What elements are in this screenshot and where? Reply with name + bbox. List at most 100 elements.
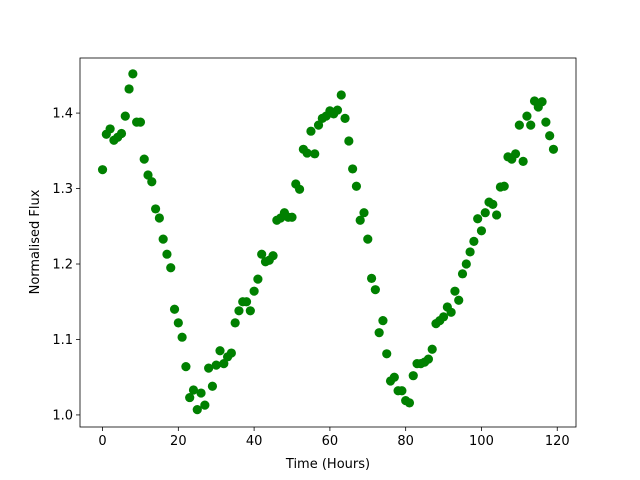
- point: [310, 149, 320, 159]
- point: [241, 297, 252, 307]
- point: [476, 226, 487, 236]
- point: [522, 111, 532, 121]
- y-axis-label: Normalised Flux: [28, 189, 43, 294]
- point: [469, 236, 479, 246]
- point: [332, 105, 343, 115]
- point: [207, 381, 218, 391]
- point: [446, 307, 456, 317]
- y-tick-label: 1.1: [52, 333, 73, 348]
- point: [473, 214, 483, 224]
- point: [302, 148, 312, 158]
- point: [287, 212, 297, 222]
- point: [294, 184, 305, 194]
- point: [423, 354, 434, 364]
- point: [454, 295, 464, 305]
- point: [162, 249, 172, 259]
- point: [173, 318, 183, 328]
- point: [116, 128, 127, 139]
- point: [397, 386, 407, 396]
- x-tick-label: 120: [545, 434, 570, 449]
- point: [382, 349, 392, 359]
- point: [514, 120, 524, 130]
- y-tick-label: 1.0: [52, 408, 73, 423]
- point: [526, 120, 536, 130]
- point: [355, 215, 365, 225]
- x-tick-label: 80: [397, 434, 414, 449]
- point: [427, 344, 437, 354]
- x-tick-label: 20: [170, 434, 187, 449]
- point: [204, 363, 214, 373]
- point: [196, 388, 206, 398]
- point: [541, 117, 551, 127]
- point: [128, 69, 138, 79]
- point: [450, 286, 460, 296]
- point: [548, 144, 559, 154]
- point: [245, 306, 255, 316]
- x-tick-label: 100: [469, 434, 494, 449]
- point: [492, 210, 502, 220]
- point: [211, 360, 221, 370]
- point: [120, 111, 130, 121]
- point: [537, 97, 547, 107]
- point: [177, 332, 187, 342]
- point: [188, 385, 199, 395]
- point: [135, 117, 146, 127]
- point: [158, 234, 168, 244]
- y-tick-label: 1.4: [52, 107, 73, 122]
- point: [366, 273, 377, 283]
- x-tick-label: 60: [322, 434, 339, 449]
- point: [169, 304, 180, 314]
- y-tick-label: 1.2: [52, 258, 73, 273]
- point: [268, 251, 278, 261]
- point: [181, 362, 191, 372]
- point: [499, 181, 509, 191]
- point: [461, 259, 471, 269]
- point: [230, 318, 240, 328]
- point: [105, 124, 115, 134]
- point: [257, 249, 267, 259]
- point: [545, 131, 555, 141]
- point: [234, 306, 244, 316]
- point: [348, 164, 358, 174]
- x-tick-label: 0: [98, 434, 106, 449]
- point: [340, 113, 350, 123]
- plot-frame: [79, 57, 577, 428]
- point: [488, 199, 498, 209]
- point: [389, 372, 399, 382]
- point: [253, 274, 263, 284]
- point: [457, 269, 468, 279]
- point: [150, 204, 161, 214]
- point: [166, 263, 176, 273]
- point: [313, 120, 324, 130]
- point: [408, 371, 418, 381]
- point: [363, 234, 373, 244]
- point: [226, 348, 236, 358]
- point: [185, 392, 195, 403]
- point: [219, 359, 229, 369]
- point: [249, 286, 259, 296]
- x-tick-label: 40: [246, 434, 263, 449]
- point: [124, 84, 134, 94]
- point: [97, 165, 108, 175]
- point: [378, 316, 388, 326]
- point: [344, 136, 354, 146]
- point: [438, 312, 449, 322]
- point: [139, 154, 149, 164]
- point: [192, 405, 202, 415]
- point: [370, 285, 380, 295]
- y-tick-label: 1.3: [52, 182, 73, 197]
- point: [510, 149, 521, 159]
- point: [200, 400, 210, 410]
- point: [154, 213, 164, 223]
- point: [306, 126, 316, 136]
- point: [518, 156, 528, 166]
- point: [143, 170, 153, 180]
- point: [465, 247, 475, 257]
- point: [336, 90, 346, 100]
- point: [359, 208, 369, 218]
- point: [147, 177, 157, 187]
- x-axis-label: Time (Hours): [285, 457, 370, 472]
- point: [215, 346, 225, 356]
- point: [480, 208, 490, 218]
